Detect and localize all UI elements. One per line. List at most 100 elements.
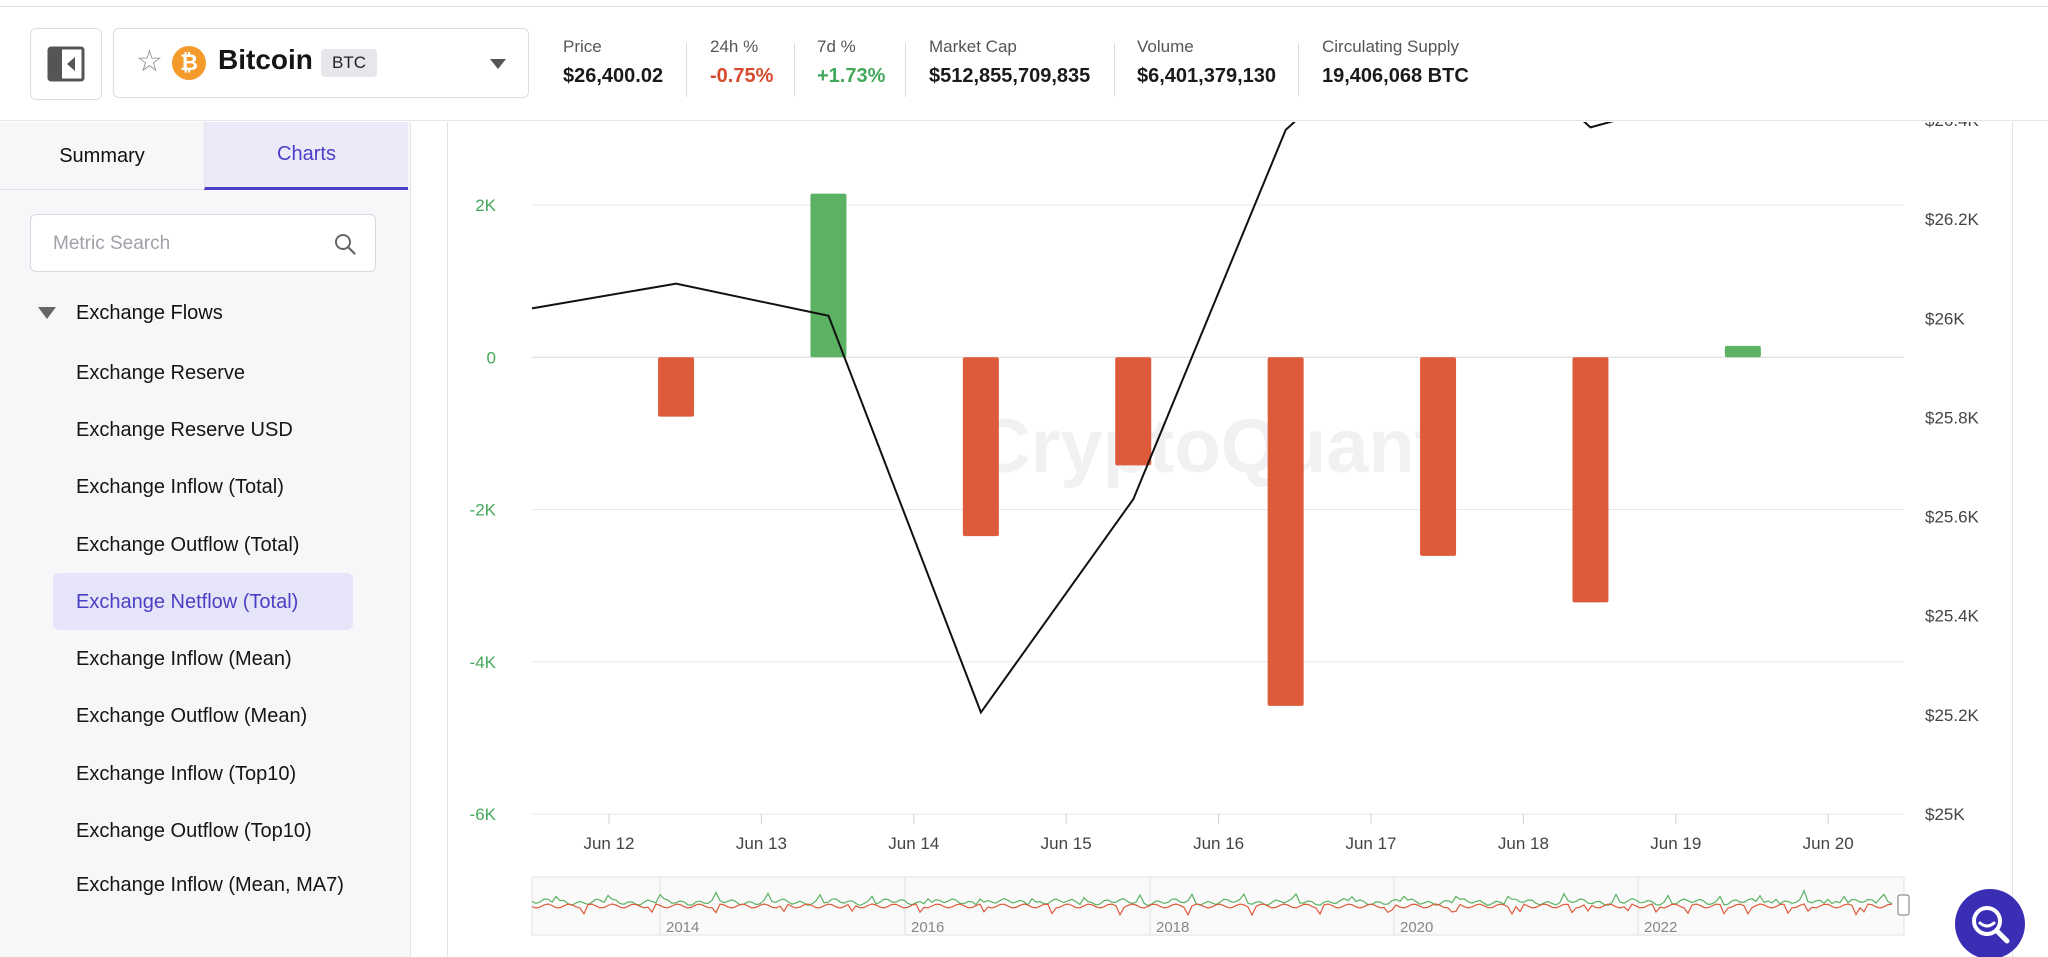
stat-label: 24h %	[710, 37, 759, 56]
sidebar-collapse-icon	[47, 46, 85, 82]
metric-item-exchange-reserve[interactable]: Exchange Reserve	[76, 361, 245, 384]
right-axis-tick-label: $26K	[1925, 309, 1965, 328]
group-label: Exchange Flows	[76, 301, 223, 324]
asset-name: Bitcoin	[218, 44, 313, 75]
metric-item-exchange-netflow-total[interactable]: Exchange Netflow (Total)	[53, 573, 353, 631]
asset-ticker-badge: BTC	[321, 49, 377, 77]
stat-label: Price	[563, 37, 602, 56]
navigator-year-label: 2016	[911, 919, 944, 936]
stat-circulating-supply: Circulating Supply 19,406,068 BTC	[1322, 37, 1469, 97]
stat-24h-change: 24h % -0.75%	[710, 37, 773, 97]
left-axis-tick-label: -4K	[470, 653, 497, 672]
chart-panel: CryptoQuant 2K0-2K-4K-6K $26.4K$26.2K$26…	[447, 0, 2014, 957]
navigator-outflow-line	[531, 903, 1893, 917]
x-axis-tick-label: Jun 18	[1498, 834, 1549, 853]
caret-down-icon[interactable]	[38, 307, 56, 319]
x-axis-tick-label: Jun 12	[583, 834, 634, 853]
metrics-sidebar: Summary Charts Exchange Flows Exchange R…	[0, 122, 411, 957]
metric-search-box	[30, 214, 376, 272]
search-icon[interactable]	[333, 232, 357, 256]
search-icon	[1972, 906, 2010, 944]
stat-value: -0.75%	[710, 65, 774, 87]
grid-lines	[532, 204, 1904, 815]
x-axis-tick-label: Jun 16	[1193, 834, 1244, 853]
x-axis-tick-label: Jun 17	[1345, 834, 1396, 853]
right-axis-tick-label: $25K	[1925, 805, 1965, 824]
group-exchange-flows[interactable]: Exchange Flows	[30, 293, 223, 333]
tab-summary[interactable]: Summary	[59, 144, 145, 167]
navigator-frame	[531, 876, 1905, 936]
netflow-chart[interactable]: CryptoQuant 2K0-2K-4K-6K $26.4K$26.2K$26…	[448, 0, 2014, 957]
netflow-bar	[1572, 357, 1609, 603]
stat-7d-change: 7d % +1.73%	[817, 37, 885, 97]
stat-market-cap: Market Cap $512,855,709,835	[929, 37, 1090, 97]
metric-item-exchange-inflow-mean[interactable]: Exchange Inflow (Mean)	[76, 648, 292, 671]
stat-value: $6,401,379,130	[1137, 65, 1277, 87]
navigator-year-label: 2020	[1400, 919, 1433, 936]
netflow-bar	[810, 193, 847, 358]
stat-label: Circulating Supply	[1322, 37, 1460, 56]
x-axis-tick-label: Jun 14	[888, 834, 939, 853]
right-axis-tick-label: $25.4K	[1925, 607, 1980, 626]
stat-label: Market Cap	[929, 37, 1017, 56]
right-axis-tick-label: $25.8K	[1925, 408, 1980, 427]
metric-search-input[interactable]	[53, 229, 323, 259]
navigator-year-label: 2018	[1156, 919, 1189, 936]
stat-value: +1.73%	[817, 65, 886, 87]
top-divider	[0, 6, 2048, 7]
stat-divider	[1114, 43, 1115, 97]
stat-divider	[794, 43, 795, 97]
metric-item-exchange-inflow-mean-ma7[interactable]: Exchange Inflow (Mean, MA7)	[76, 873, 344, 896]
stat-label: 7d %	[817, 37, 856, 56]
stat-value: $512,855,709,835	[929, 65, 1091, 87]
left-axis-tick-label: 0	[487, 348, 496, 367]
right-axis-tick-label: $26.2K	[1925, 210, 1980, 229]
watermark-text: CryptoQuant	[976, 404, 1440, 489]
left-axis-tick-label: -2K	[470, 501, 497, 520]
right-axis: $26.4K $26.2K $26K $25.8K $25.6K $25.4K $25.2K…	[1925, 111, 1980, 824]
navigator-handle[interactable]	[1897, 894, 1910, 916]
sidebar-tabs: Summary Charts	[0, 122, 410, 190]
navigator-year-label: 2022	[1644, 919, 1677, 936]
right-axis-tick-label: $25.6K	[1925, 508, 1980, 527]
metric-item-exchange-outflow-top10[interactable]: Exchange Outflow (Top10)	[76, 820, 312, 843]
metric-list: Exchange Reserve Exchange Reserve USD Ex…	[53, 344, 376, 940]
stat-divider	[686, 43, 687, 97]
x-axis-tick-label: Jun 15	[1041, 834, 1092, 853]
favorite-star-icon[interactable]: ☆	[136, 45, 163, 78]
tab-charts[interactable]: Charts	[204, 122, 408, 190]
asset-selector[interactable]: ☆ ₿ Bitcoin BTC	[113, 28, 529, 98]
sidebar-toggle-button[interactable]	[30, 28, 102, 100]
range-navigator[interactable]: 2014 2016 2018 2020 2022	[531, 876, 1910, 936]
stat-value: 19,406,068 BTC	[1322, 65, 1469, 87]
metric-item-exchange-reserve-usd[interactable]: Exchange Reserve USD	[76, 418, 293, 441]
stat-divider	[1298, 43, 1299, 97]
stat-price: Price $26,400.02	[563, 37, 663, 97]
right-axis-tick-label: $25.2K	[1925, 706, 1980, 725]
left-axis-tick-label: 2K	[475, 196, 496, 215]
x-axis: Jun 12 Jun 13 Jun 14 Jun 15 Jun 16 Jun 17 Jun …	[583, 814, 1854, 853]
help-chat-button[interactable]	[1955, 889, 2025, 957]
x-axis-tick-label: Jun 20	[1803, 834, 1854, 853]
left-axis-tick-label: -6K	[470, 805, 497, 824]
stat-divider	[905, 43, 906, 97]
netflow-bar	[1267, 357, 1304, 706]
metric-item-exchange-outflow-total[interactable]: Exchange Outflow (Total)	[76, 533, 300, 556]
chevron-down-icon[interactable]	[490, 59, 506, 69]
x-axis-tick-label: Jun 13	[736, 834, 787, 853]
x-axis-tick-label: Jun 19	[1650, 834, 1701, 853]
asset-header: ☆ ₿ Bitcoin BTC Price $26,400.02 24h % -…	[0, 7, 2048, 121]
metric-item-exchange-inflow-top10[interactable]: Exchange Inflow (Top10)	[76, 762, 297, 785]
netflow-bar	[962, 357, 999, 537]
netflow-bar	[1724, 345, 1761, 358]
stat-volume: Volume $6,401,379,130	[1137, 37, 1276, 97]
metric-item-exchange-inflow-total[interactable]: Exchange Inflow (Total)	[76, 476, 284, 499]
netflow-bar	[1420, 357, 1457, 556]
bitcoin-logo-icon: ₿	[172, 46, 206, 80]
right-axis-tick-label: $26.4K	[1925, 122, 1980, 130]
metric-item-exchange-outflow-mean[interactable]: Exchange Outflow (Mean)	[76, 705, 308, 728]
navigator-inflow-line	[531, 889, 1893, 907]
netflow-bar	[1115, 357, 1152, 466]
bars	[658, 193, 1761, 706]
